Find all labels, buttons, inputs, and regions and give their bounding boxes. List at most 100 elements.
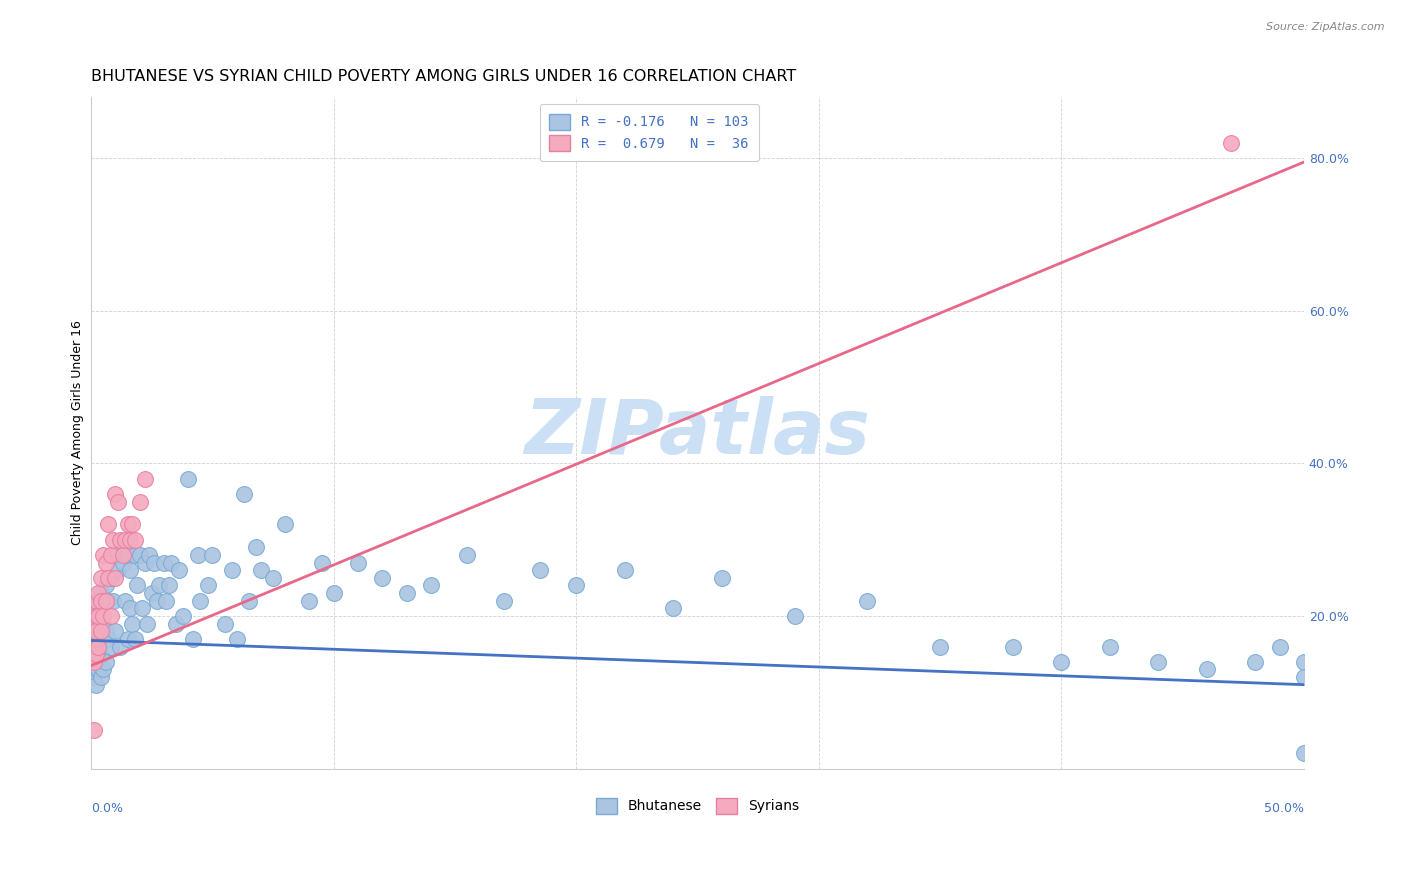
Point [104,624,127,639]
Point [250,563,273,577]
Point [87,624,110,639]
Point [87,586,110,600]
Point [104,487,127,501]
Point [1098,640,1121,654]
Text: ZIPatlas: ZIPatlas [524,396,870,470]
Point [83,670,105,684]
Point [214,616,236,631]
Point [274,517,297,532]
Point [201,548,224,562]
Point [157,578,180,592]
Point [613,563,636,577]
Point [929,640,952,654]
Point [87,593,110,607]
Point [197,578,219,592]
Point [238,593,260,607]
Point [110,533,132,547]
Point [160,556,183,570]
Point [90,593,112,607]
Point [90,624,112,639]
Point [111,548,134,562]
Point [172,609,194,624]
Point [127,578,149,592]
Point [121,616,143,631]
Point [84,601,107,615]
Point [94,593,117,607]
Point [1292,655,1315,669]
Text: BHUTANESE VS SYRIAN CHILD POVERTY AMONG GIRLS UNDER 16 CORRELATION CHART: BHUTANESE VS SYRIAN CHILD POVERTY AMONG … [91,69,796,84]
Point [101,533,124,547]
Point [118,533,141,547]
Point [128,494,150,508]
Point [188,593,211,607]
Point [104,571,127,585]
Legend: Bhutanese, Syrians: Bhutanese, Syrians [588,789,807,822]
Point [148,578,170,592]
Point [84,609,107,624]
Point [395,586,418,600]
Point [662,601,685,615]
Point [83,655,105,669]
Point [83,723,105,738]
Point [141,586,163,600]
Point [117,517,139,532]
Point [83,640,105,654]
Point [117,632,139,646]
Point [90,586,112,600]
Point [114,593,136,607]
Point [165,616,187,631]
Point [1050,655,1073,669]
Point [565,578,588,592]
Point [221,563,243,577]
Text: 50.0%: 50.0% [1264,802,1303,815]
Point [87,640,110,654]
Point [121,517,143,532]
Point [1220,136,1243,150]
Point [181,632,204,646]
Point [456,548,478,562]
Point [529,563,551,577]
Point [83,632,105,646]
Point [91,616,114,631]
Point [97,632,120,646]
Point [1244,655,1267,669]
Point [97,593,120,607]
Point [117,548,139,562]
Point [91,609,114,624]
Point [87,609,110,624]
Point [94,655,117,669]
Point [1001,640,1024,654]
Point [262,571,284,585]
Point [94,624,117,639]
Point [124,533,146,547]
Point [153,556,176,570]
Point [101,593,124,607]
Point [94,556,117,570]
Point [91,593,114,607]
Point [84,624,107,639]
Point [111,556,134,570]
Point [97,571,120,585]
Point [167,563,190,577]
Point [136,616,159,631]
Point [1268,640,1291,654]
Point [110,640,132,654]
Point [134,556,156,570]
Text: Source: ZipAtlas.com: Source: ZipAtlas.com [1267,22,1385,32]
Point [492,593,515,607]
Point [1195,662,1218,676]
Point [100,548,122,562]
Point [107,563,129,577]
Point [322,586,344,600]
Point [87,662,110,676]
Point [94,578,117,592]
Point [84,593,107,607]
Point [245,541,267,555]
Point [128,548,150,562]
Point [1147,655,1170,669]
Point [90,624,112,639]
Point [107,494,129,508]
Point [131,601,153,615]
Point [87,609,110,624]
Point [83,616,105,631]
